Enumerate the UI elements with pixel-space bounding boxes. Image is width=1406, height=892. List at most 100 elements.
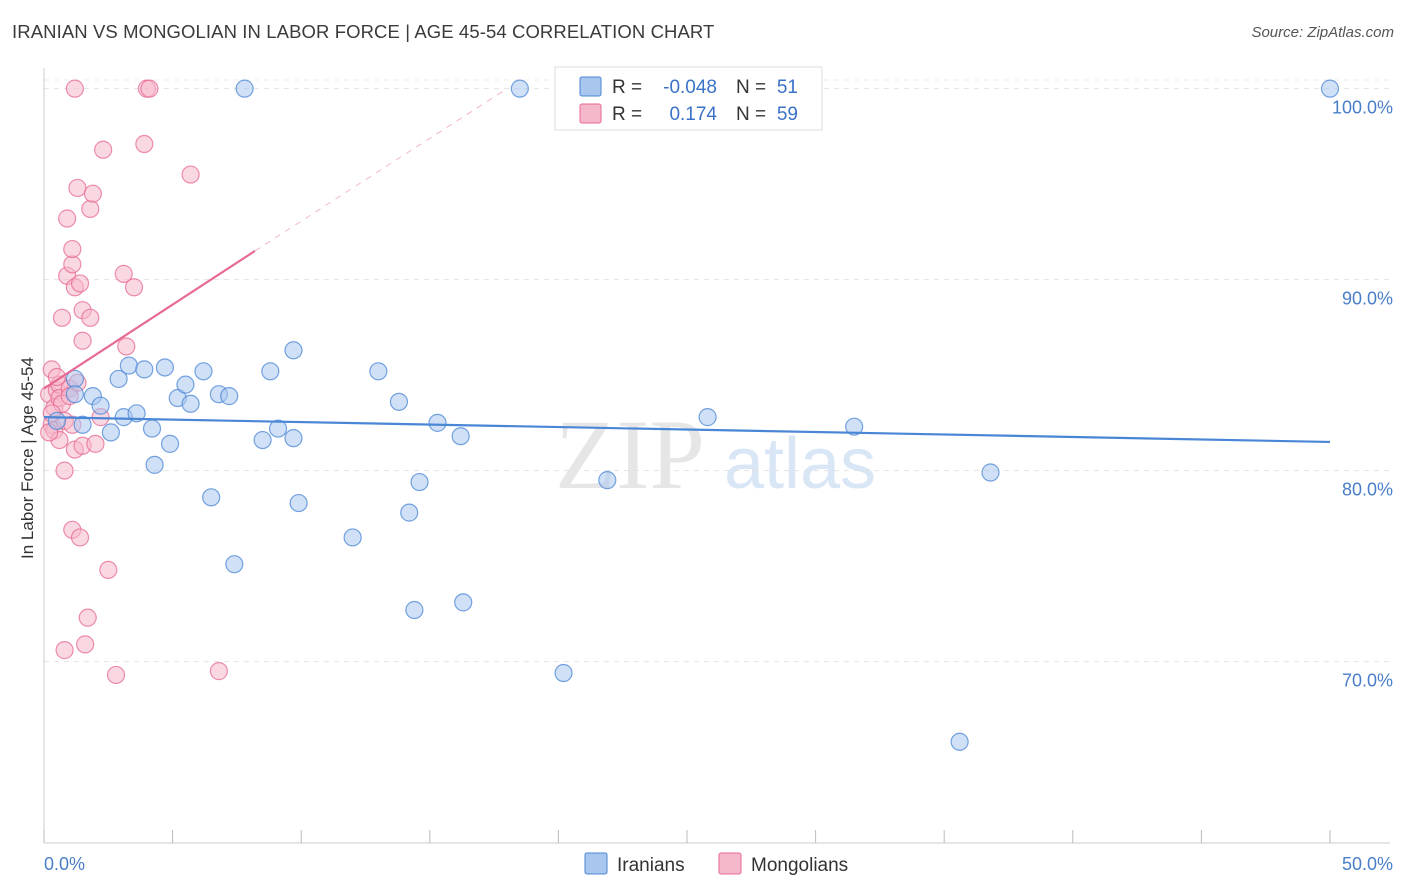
data-point-iranians: [109, 369, 128, 389]
data-point-iranians: [101, 423, 120, 442]
y-tick-label: 70.0%: [1342, 671, 1393, 691]
series-iranians: [47, 79, 1340, 751]
data-point-iranians: [202, 488, 221, 507]
bottom-legend-iranians: Iranians: [617, 855, 685, 876]
data-point-mongolians: [63, 255, 82, 274]
trend-extension-mongolians: [254, 88, 508, 252]
data-point-mongolians: [70, 274, 90, 293]
data-point-mongolians: [117, 337, 136, 356]
legend-r-value-1: -0.048: [663, 77, 717, 98]
data-point-iranians: [253, 430, 272, 450]
data-point-mongolians: [58, 209, 77, 228]
data-point-iranians: [400, 503, 419, 522]
data-point-mongolians: [106, 665, 126, 685]
data-point-mongolians: [55, 461, 74, 480]
data-point-iranians: [73, 415, 92, 434]
data-point-mongolians: [99, 560, 118, 580]
data-point-iranians: [950, 732, 969, 751]
data-point-iranians: [119, 356, 138, 375]
trend-line-iranians: [43, 416, 1331, 444]
x-tick-label-max: 50.0%: [1342, 854, 1393, 874]
bottom-legend-swatch-mongolians: [718, 852, 742, 875]
data-point-iranians: [194, 362, 213, 381]
data-point-iranians: [554, 663, 573, 683]
data-point-mongolians: [55, 641, 74, 660]
data-point-mongolians: [114, 264, 133, 283]
data-point-iranians: [65, 385, 84, 404]
data-point-mongolians: [94, 140, 113, 159]
data-point-iranians: [454, 593, 473, 612]
data-point-iranians: [261, 362, 280, 381]
data-point-iranians: [289, 493, 308, 513]
data-point-iranians: [698, 408, 717, 427]
data-point-iranians: [176, 375, 195, 394]
series-legend: Iranians Mongolians: [584, 852, 848, 876]
data-point-mongolians: [52, 308, 72, 327]
data-point-iranians: [142, 419, 162, 438]
data-point-iranians: [510, 79, 529, 98]
chart-title: IRANIAN VS MONGOLIAN IN LABOR FORCE | AG…: [12, 21, 715, 42]
y-tick-label: 100.0%: [1332, 98, 1393, 118]
data-point-iranians: [91, 396, 110, 415]
data-point-mongolians: [86, 434, 105, 453]
data-point-mongolians: [63, 239, 82, 259]
axes: [43, 68, 1390, 844]
data-point-iranians: [160, 434, 180, 453]
y-axis-label: In Labor Force | Age 45-54: [18, 357, 37, 559]
data-point-iranians: [845, 417, 864, 436]
data-point-mongolians: [81, 199, 100, 219]
trend-lines: [43, 88, 1331, 444]
data-point-mongolians: [140, 79, 159, 98]
legend-swatch-mongolians: [579, 103, 602, 124]
data-point-iranians: [981, 463, 1000, 482]
data-point-iranians: [135, 360, 154, 379]
data-point-iranians: [284, 341, 303, 360]
data-point-iranians: [47, 411, 66, 431]
legend-r-label-2: R =: [612, 104, 642, 125]
data-point-iranians: [410, 472, 429, 492]
data-point-mongolians: [73, 331, 92, 350]
bottom-legend-mongolians: Mongolians: [751, 855, 848, 876]
data-point-mongolians: [124, 278, 144, 297]
data-point-iranians: [145, 455, 164, 474]
data-point-iranians: [428, 413, 447, 432]
data-point-mongolians: [181, 165, 200, 184]
data-point-iranians: [220, 387, 239, 406]
source-label: Source: ZipAtlas.com: [1251, 24, 1394, 41]
data-point-mongolians: [78, 608, 97, 627]
data-point-iranians: [181, 394, 200, 413]
y-tick-label: 80.0%: [1342, 480, 1393, 500]
legend-n-label-1: N =: [736, 77, 766, 98]
data-point-iranians: [343, 528, 362, 547]
data-point-mongolians: [209, 662, 228, 681]
correlation-legend: R = -0.048 N = 51 R = 0.174 N = 59: [554, 66, 823, 131]
legend-n-label-2: N =: [736, 104, 766, 125]
legend-n-value-2: 59: [777, 104, 798, 125]
data-point-mongolians: [65, 79, 84, 98]
watermark-atlas: atlas: [724, 424, 876, 504]
data-point-iranians: [284, 429, 303, 448]
data-point-mongolians: [135, 134, 154, 154]
legend-r-value-2: 0.174: [669, 104, 717, 125]
x-tick-label-min: 0.0%: [44, 854, 85, 874]
data-point-iranians: [268, 419, 288, 438]
data-point-iranians: [369, 362, 388, 381]
tick-labels: 70.0% 80.0% 90.0% 100.0% 0.0% 50.0%: [44, 98, 1393, 874]
legend-n-value-1: 51: [777, 77, 798, 98]
data-point-iranians: [451, 427, 470, 446]
bottom-legend-swatch-iranians: [584, 852, 608, 875]
data-point-mongolians: [70, 528, 90, 547]
data-point-iranians: [235, 79, 254, 98]
data-point-mongolians: [83, 184, 102, 203]
data-point-iranians: [389, 392, 409, 411]
data-point-mongolians: [81, 308, 100, 327]
data-point-mongolians: [47, 367, 66, 387]
y-tick-label: 90.0%: [1342, 289, 1393, 309]
data-point-iranians: [225, 555, 244, 574]
data-point-iranians: [127, 404, 146, 423]
legend-r-label-1: R =: [612, 77, 642, 98]
grid-lines: [44, 79, 1390, 663]
data-point-iranians: [598, 471, 617, 490]
data-point-mongolians: [76, 635, 95, 654]
